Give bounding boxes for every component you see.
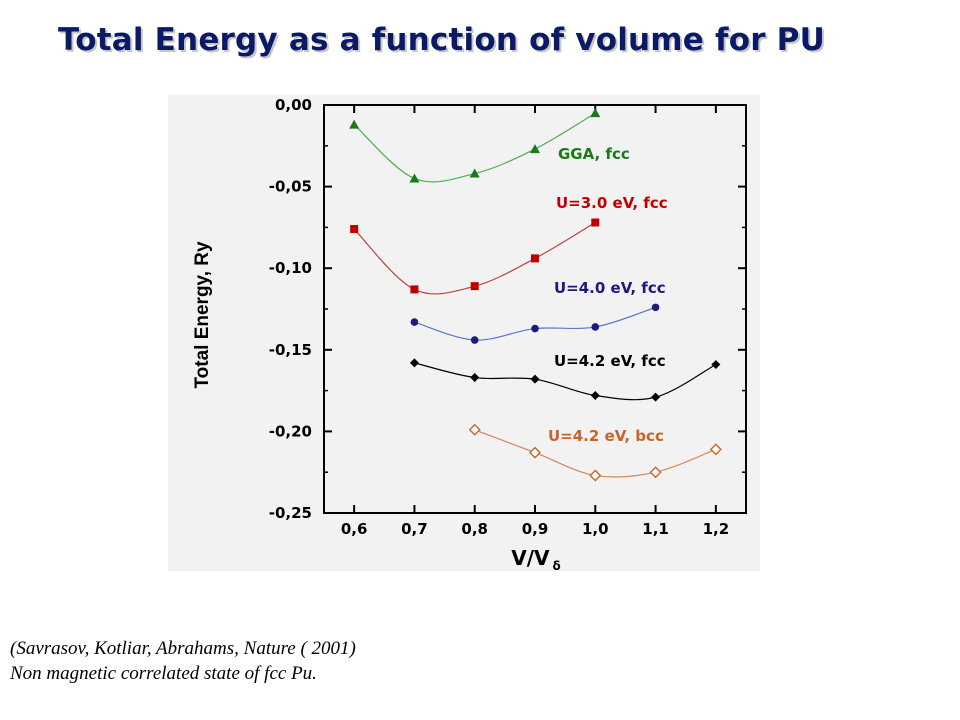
y-tick-label: -0,15 [269,341,312,359]
x-tick-label: 0,9 [522,520,549,538]
data-point [711,359,721,369]
caption-line-2: Non magnetic correlated state of fcc Pu. [10,663,317,684]
series-label: U=4.0 eV, fcc [554,279,666,297]
data-point [470,282,479,291]
data-point [590,390,600,400]
data-point [651,392,661,402]
data-point [409,358,419,368]
x-tick-label: 0,8 [461,520,488,538]
y-tick-label: -0,20 [269,422,312,440]
caption-line-1: (Savrasov, Kotliar, Abrahams, Nature ( 2… [10,638,356,659]
y-tick-label: -0,10 [269,259,312,277]
data-point [530,374,540,384]
data-point [649,466,662,479]
x-tick-label: 0,6 [341,520,368,538]
data-point [469,168,480,178]
data-point [591,218,600,227]
data-point [529,446,541,459]
series-label: U=4.2 eV, bcc [548,427,664,445]
x-tick-label: 1,2 [703,520,730,538]
data-point [410,318,419,326]
y-tick-label: 0,00 [275,96,312,114]
y-axis-label: Total Energy, Ry [192,241,213,389]
y-tick-label: -0,25 [269,504,312,522]
series-line [414,306,656,341]
y-tick-label: -0,05 [269,178,312,196]
data-point [591,323,600,331]
series-label: U=4.2 eV, fcc [554,352,666,370]
x-axis-label-subscript: δ [553,559,561,571]
data-point [590,108,601,118]
data-point [651,303,660,312]
series-label: GGA, fcc [558,145,630,163]
data-point [409,173,420,183]
plot-panel: 0,00 -0,05 -0,10 -0,15 -0,20 -0,25 0,6 0,7 0,8 0,… [168,95,760,571]
data-point [349,119,360,129]
data-point [589,469,602,482]
x-axis-label-main: V/V [511,546,550,570]
x-tick-label: 0,7 [401,520,428,538]
citation-caption: (Savrasov, Kotliar, Abrahams, Nature ( 2… [10,636,356,686]
data-point [470,373,480,383]
data-point [470,336,479,344]
series-markers [349,108,722,482]
data-point [709,443,722,456]
data-point [468,423,481,436]
slide-title: Total Energy as a function of volume for… [58,22,825,58]
x-tick-label: 1,1 [642,520,669,538]
x-tick-label: 1,0 [582,520,609,538]
data-point [531,324,539,333]
series-label: U=3.0 eV, fcc [556,194,668,212]
data-point [350,225,359,234]
x-axis-label: V/V δ [511,546,561,571]
chart-axes: 0,00 -0,05 -0,10 -0,15 -0,20 -0,25 0,6 0,7 0,8 0,… [269,96,747,538]
series-line [414,362,717,401]
series-labels: GGA, fcc U=3.0 eV, fcc U=4.0 eV, fcc U=4.2 … [548,145,668,445]
data-point [530,144,540,154]
energy-volume-chart: 0,00 -0,05 -0,10 -0,15 -0,20 -0,25 0,6 0,7 0,8 0,… [192,96,747,571]
data-point [531,254,539,263]
data-point [410,285,419,294]
